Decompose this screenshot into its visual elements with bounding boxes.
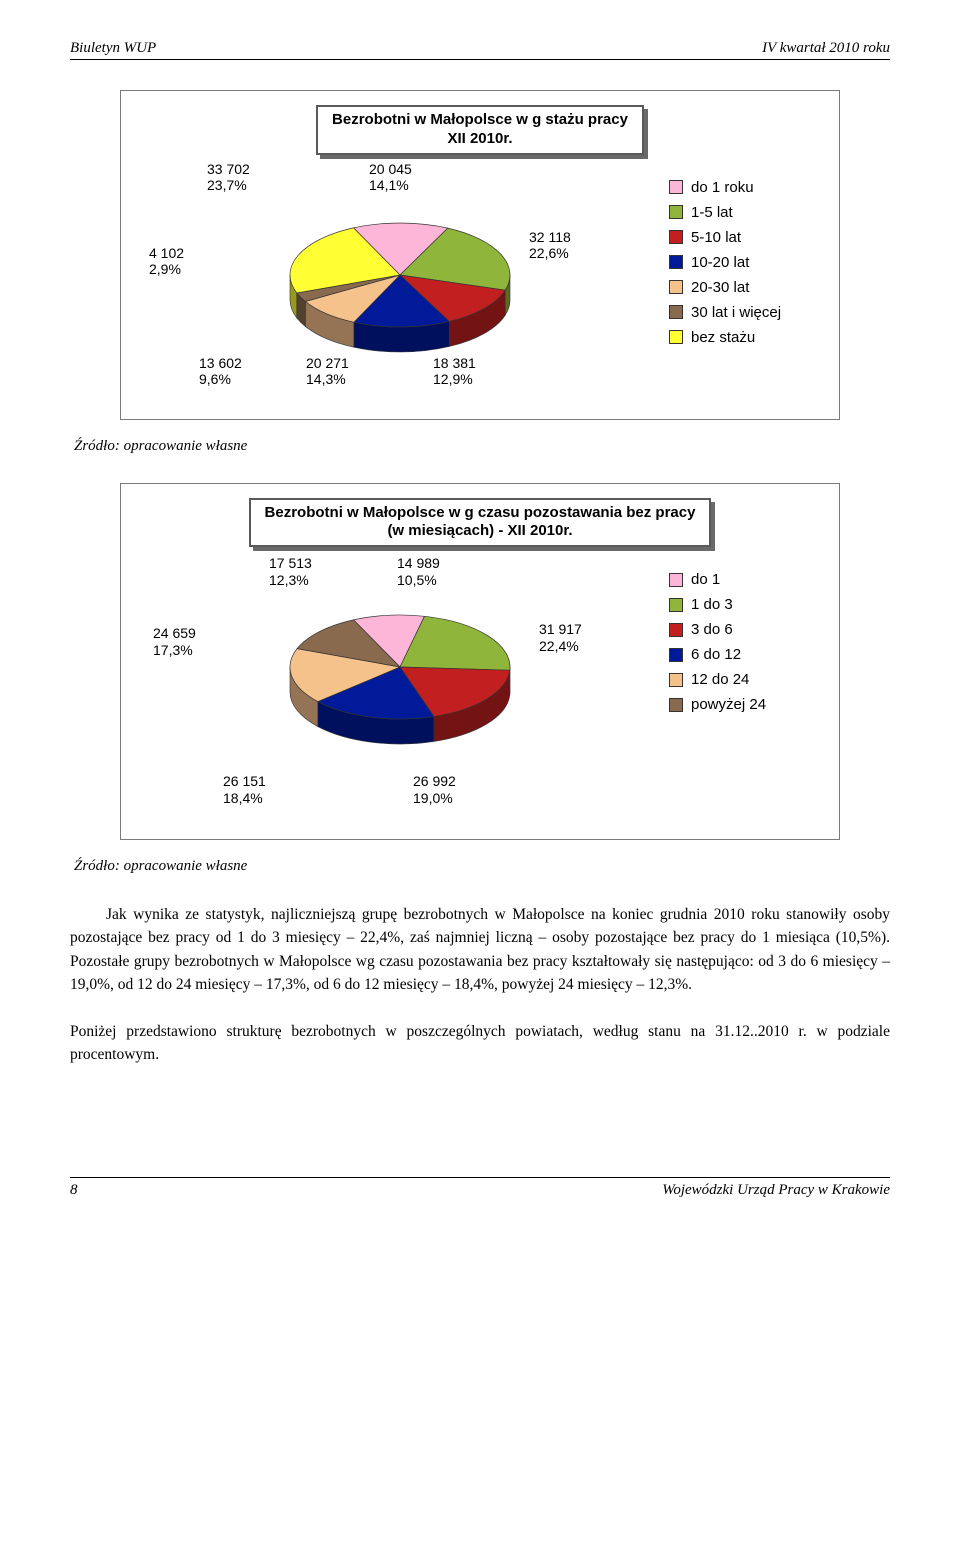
legend-item: bez stażu	[669, 329, 829, 346]
legend-swatch	[669, 673, 683, 687]
header-right: IV kwartał 2010 roku	[762, 40, 890, 57]
pie-callout: 26 99219,0%	[413, 773, 456, 807]
legend-swatch	[669, 623, 683, 637]
chart1-legend: do 1 roku 1-5 lat 5-10 lat 10-20 lat 20-30 l…	[669, 165, 829, 354]
chart2-legend: do 1 1 do 3 3 do 6 6 do 12 12 do 24 powyżej 2…	[669, 557, 829, 721]
legend-swatch	[669, 598, 683, 612]
page-footer: 8 Wojewódzki Urząd Pracy w Krakowie	[70, 1177, 890, 1199]
chart2-title: Bezrobotni w Małopolsce w g czasu pozost…	[249, 498, 712, 548]
chart-czas-pozostawania: Bezrobotni w Małopolsce w g czasu pozost…	[120, 483, 840, 841]
intro-paragraph: Poniżej przedstawiono strukturę bezrobot…	[70, 1020, 890, 1067]
pie-callout: 14 98910,5%	[397, 555, 440, 589]
legend-item: powyżej 24	[669, 696, 829, 713]
chart1-title: Bezrobotni w Małopolsce w g stażu pracyX…	[316, 105, 644, 155]
chart2-pie	[150, 557, 650, 807]
legend-item: 12 do 24	[669, 671, 829, 688]
legend-label: 12 do 24	[691, 671, 749, 688]
header-left: Biuletyn WUP	[70, 40, 156, 57]
legend-swatch	[669, 573, 683, 587]
legend-label: do 1	[691, 571, 720, 588]
page-header: Biuletyn WUP IV kwartał 2010 roku	[70, 40, 890, 60]
legend-label: 6 do 12	[691, 646, 741, 663]
pie-callout: 33 70223,7%	[207, 161, 250, 195]
legend-label: 5-10 lat	[691, 229, 741, 246]
legend-item: 20-30 lat	[669, 279, 829, 296]
pie-callout: 20 27114,3%	[306, 355, 349, 389]
pie-callout: 26 15118,4%	[223, 773, 266, 807]
legend-swatch	[669, 280, 683, 294]
page: Biuletyn WUP IV kwartał 2010 roku Bezrob…	[0, 0, 960, 1229]
pie-callout: 17 51312,3%	[269, 555, 312, 589]
legend-item: 10-20 lat	[669, 254, 829, 271]
legend-swatch	[669, 698, 683, 712]
legend-item: 1-5 lat	[669, 204, 829, 221]
pie-callout: 31 91722,4%	[539, 621, 582, 655]
legend-item: do 1	[669, 571, 829, 588]
pie-callout: 20 04514,1%	[369, 161, 412, 195]
pie-callout: 32 11822,6%	[529, 229, 571, 263]
legend-label: 10-20 lat	[691, 254, 749, 271]
chart2-source: Źródło: opracowanie własne	[74, 858, 890, 875]
chart2-pie-area: 14 98910,5% 31 91722,4% 26 99219,0% 26 1511…	[131, 557, 669, 825]
chart1-pie-area: 20 04514,1%32 11822,6%18 38112,9%20 2711…	[131, 165, 669, 405]
legend-swatch	[669, 255, 683, 269]
pie-callout: 24 65917,3%	[153, 625, 196, 659]
legend-label: do 1 roku	[691, 179, 754, 196]
analysis-paragraph: Jak wynika ze statystyk, najliczniejszą …	[70, 903, 890, 996]
legend-label: 1-5 lat	[691, 204, 733, 221]
pie-callout: 4 1022,9%	[149, 245, 184, 279]
paragraph1-text: Jak wynika ze statystyk, najliczniejszą …	[70, 906, 890, 993]
legend-swatch	[669, 330, 683, 344]
footer-page-number: 8	[70, 1182, 78, 1199]
legend-label: 30 lat i więcej	[691, 304, 781, 321]
pie-callout: 13 6029,6%	[199, 355, 242, 389]
legend-label: 3 do 6	[691, 621, 733, 638]
legend-label: 1 do 3	[691, 596, 733, 613]
legend-item: do 1 roku	[669, 179, 829, 196]
chart1-source: Źródło: opracowanie własne	[74, 438, 890, 455]
legend-swatch	[669, 230, 683, 244]
legend-swatch	[669, 305, 683, 319]
footer-org: Wojewódzki Urząd Pracy w Krakowie	[662, 1182, 890, 1199]
chart-staz-pracy: Bezrobotni w Małopolsce w g stażu pracyX…	[120, 90, 840, 420]
legend-swatch	[669, 180, 683, 194]
legend-item: 6 do 12	[669, 646, 829, 663]
legend-swatch	[669, 205, 683, 219]
legend-swatch	[669, 648, 683, 662]
legend-item: 5-10 lat	[669, 229, 829, 246]
legend-label: bez stażu	[691, 329, 755, 346]
legend-label: 20-30 lat	[691, 279, 749, 296]
legend-item: 30 lat i więcej	[669, 304, 829, 321]
legend-label: powyżej 24	[691, 696, 766, 713]
legend-item: 3 do 6	[669, 621, 829, 638]
pie-callout: 18 38112,9%	[433, 355, 476, 389]
legend-item: 1 do 3	[669, 596, 829, 613]
